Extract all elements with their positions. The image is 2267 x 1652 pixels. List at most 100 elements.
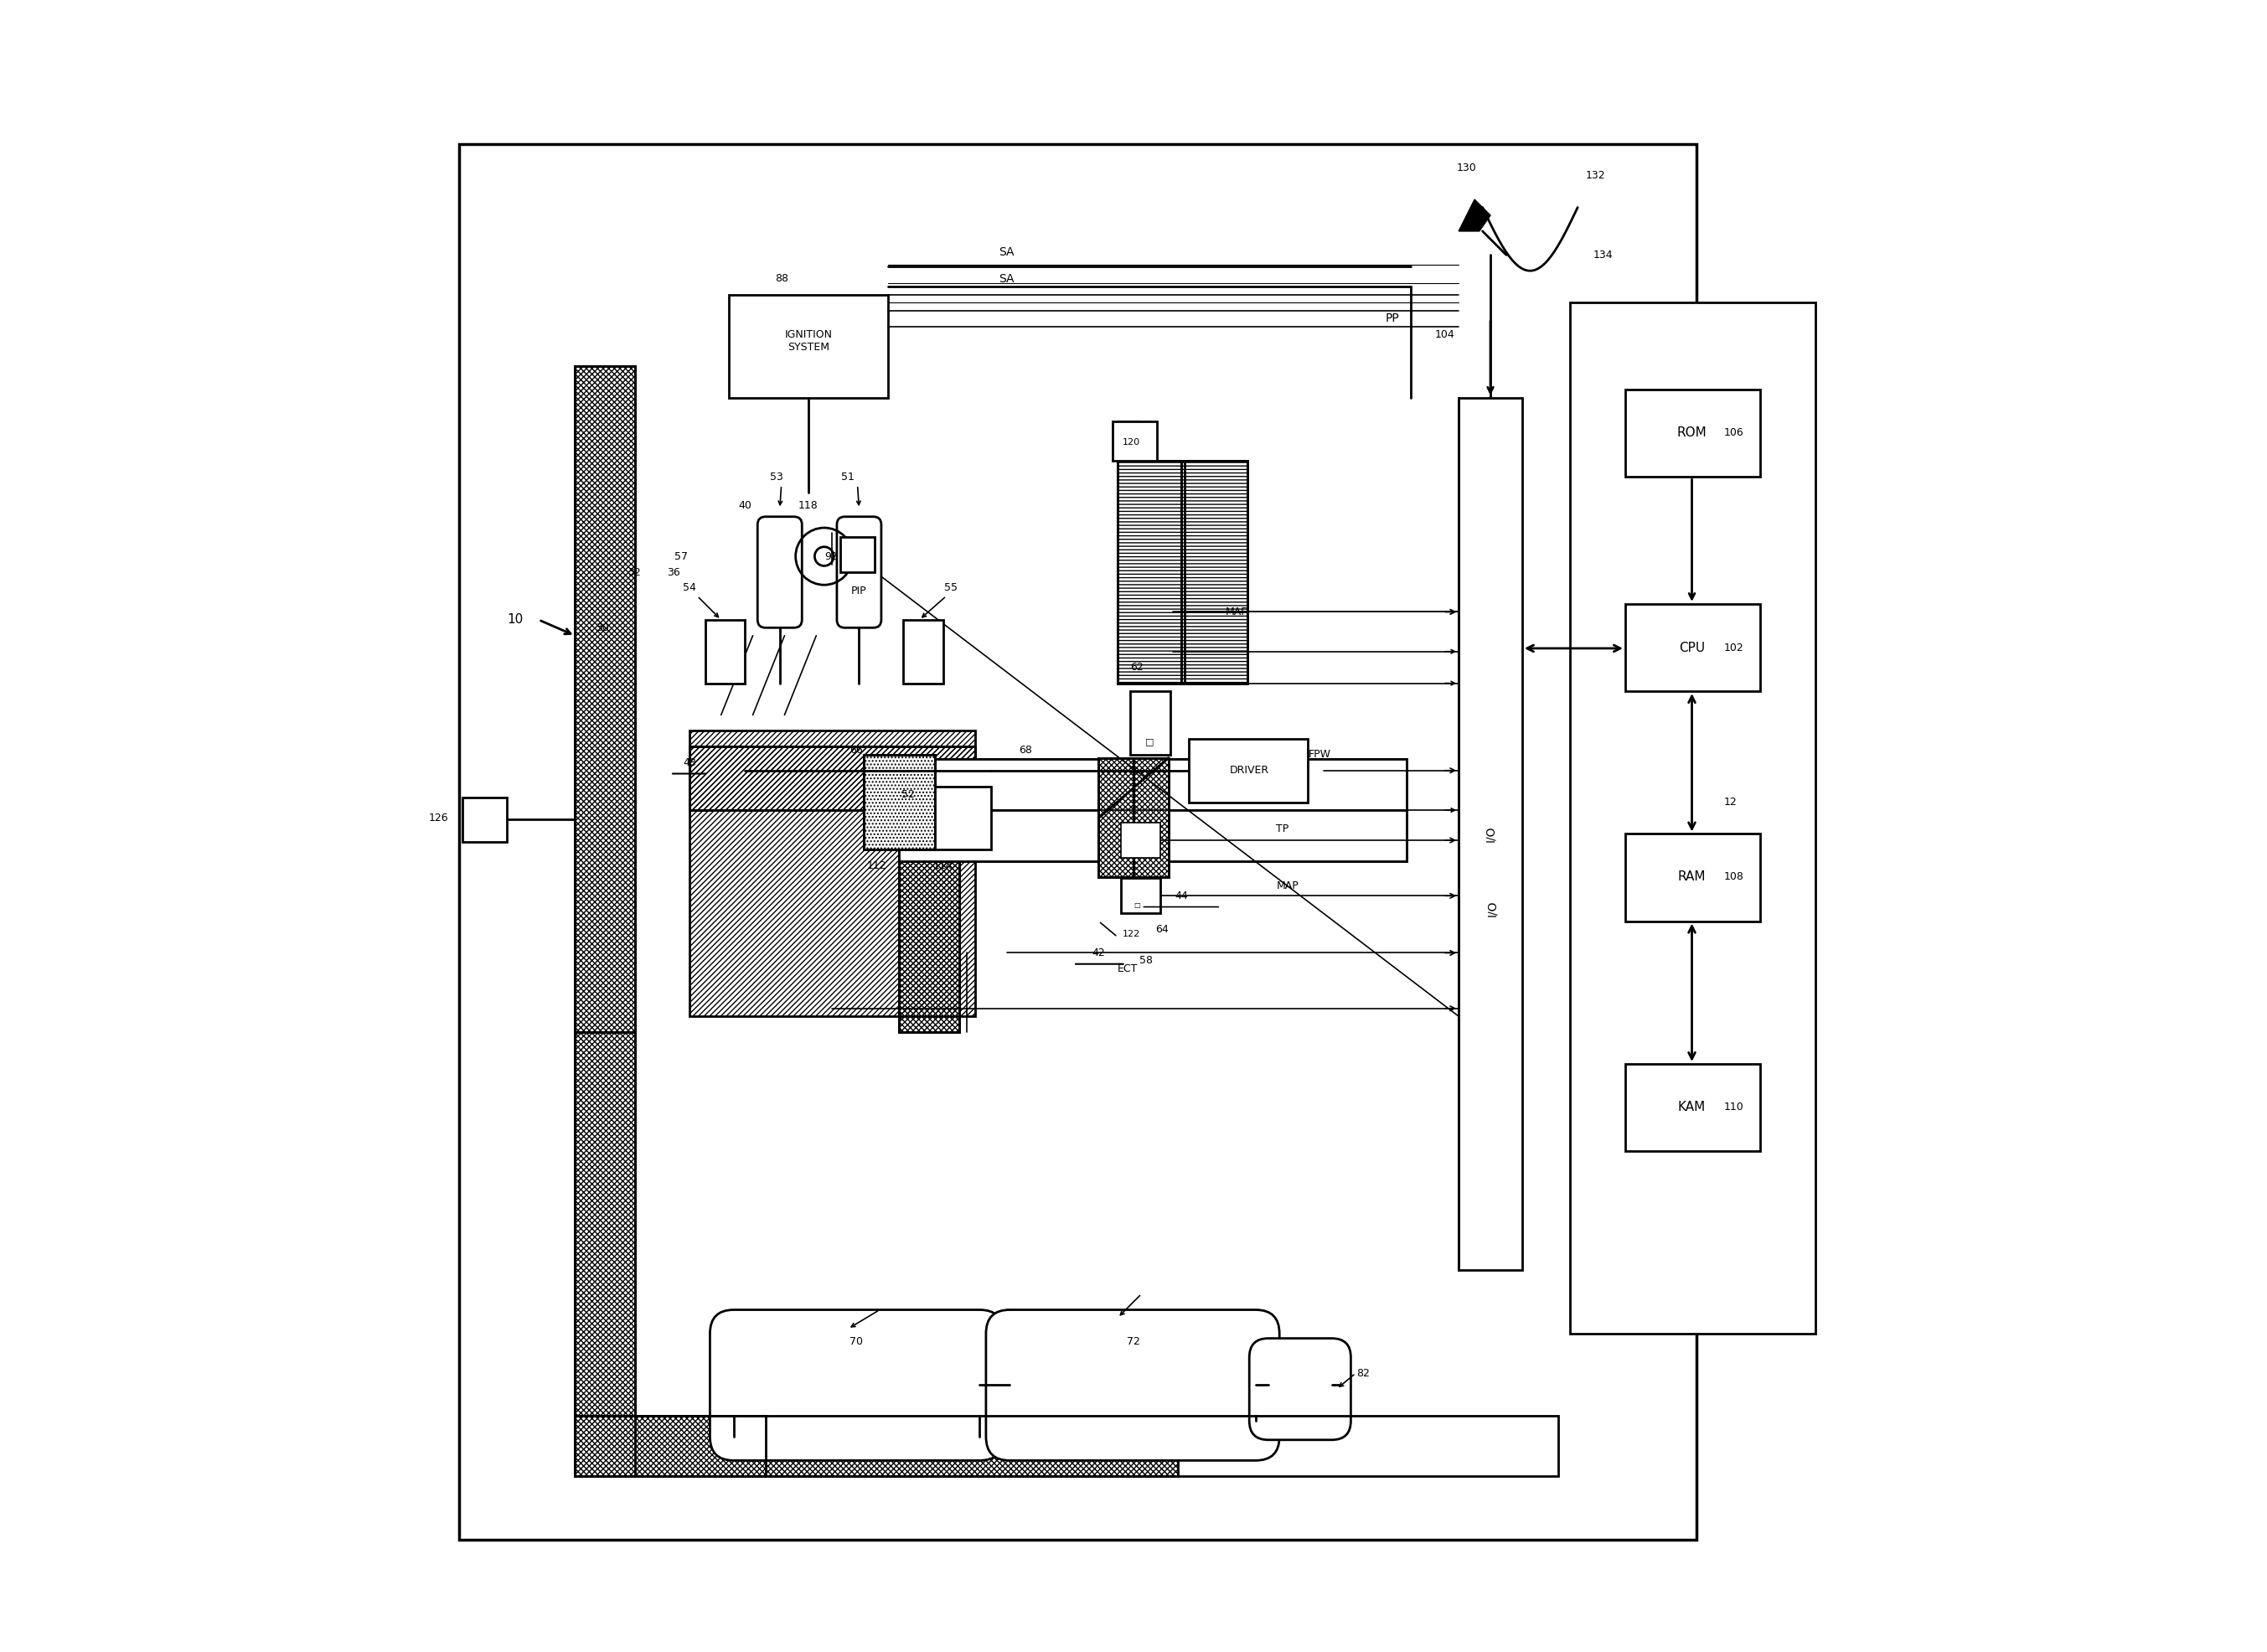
- Bar: [1118, 461, 1183, 684]
- Bar: [898, 809, 1406, 861]
- Text: □: □: [1145, 738, 1154, 747]
- Bar: [1134, 758, 1168, 877]
- Text: MAF: MAF: [1226, 606, 1247, 618]
- Bar: [898, 760, 1406, 809]
- Text: 68: 68: [1018, 745, 1031, 755]
- Text: 72: 72: [1127, 1336, 1140, 1346]
- Text: 134: 134: [1594, 249, 1614, 261]
- Text: ECT: ECT: [1118, 963, 1138, 975]
- Bar: [1120, 823, 1161, 857]
- Text: 82: 82: [1358, 1368, 1369, 1379]
- FancyBboxPatch shape: [1249, 1338, 1351, 1441]
- Text: 44: 44: [1174, 890, 1188, 902]
- Bar: [1099, 758, 1134, 877]
- Bar: [1118, 461, 1183, 684]
- Text: MAP: MAP: [1276, 881, 1299, 892]
- Bar: [1113, 421, 1156, 461]
- Text: TP: TP: [1276, 824, 1290, 834]
- Text: 51: 51: [841, 471, 855, 482]
- Text: I/O: I/O: [1487, 900, 1498, 917]
- Text: 53: 53: [771, 471, 782, 482]
- Bar: [689, 730, 975, 1016]
- Text: 102: 102: [1723, 643, 1743, 654]
- Text: IGNITION
SYSTEM: IGNITION SYSTEM: [784, 329, 832, 352]
- Bar: [841, 537, 875, 572]
- Text: 48: 48: [682, 757, 696, 768]
- Bar: [460, 144, 1696, 1540]
- Bar: [1181, 461, 1247, 684]
- Bar: [1099, 758, 1134, 877]
- Text: 112: 112: [866, 861, 886, 871]
- Bar: [576, 1416, 1560, 1477]
- Text: 130: 130: [1458, 162, 1476, 173]
- Text: 106: 106: [1723, 428, 1743, 438]
- Bar: [905, 620, 943, 684]
- Bar: [1131, 691, 1170, 755]
- Bar: [1188, 738, 1308, 803]
- Text: 104: 104: [1435, 329, 1455, 340]
- Polygon shape: [1458, 200, 1489, 231]
- Text: 30: 30: [596, 623, 610, 633]
- Text: 12: 12: [1723, 796, 1737, 808]
- Bar: [576, 367, 635, 1032]
- Bar: [864, 755, 936, 849]
- Text: RAM: RAM: [1678, 871, 1705, 884]
- Text: 58: 58: [1140, 955, 1154, 966]
- Bar: [1181, 461, 1247, 684]
- Text: 110: 110: [1723, 1102, 1743, 1112]
- Text: 108: 108: [1723, 871, 1743, 882]
- Bar: [898, 760, 1406, 809]
- FancyBboxPatch shape: [986, 1310, 1279, 1460]
- Text: 42: 42: [1093, 948, 1106, 958]
- Bar: [898, 795, 959, 1032]
- Text: PP: PP: [1385, 312, 1399, 324]
- Text: 88: 88: [775, 273, 789, 284]
- Bar: [1625, 605, 1759, 691]
- Bar: [1120, 879, 1161, 914]
- Bar: [576, 1032, 635, 1477]
- Text: 92: 92: [825, 550, 837, 562]
- Bar: [689, 747, 975, 809]
- Text: SA: SA: [1000, 246, 1013, 258]
- Text: 52: 52: [902, 790, 916, 800]
- Text: 32: 32: [628, 567, 639, 578]
- Text: ROM: ROM: [1678, 426, 1707, 439]
- Bar: [1569, 302, 1816, 1333]
- Text: 120: 120: [1122, 438, 1140, 446]
- Bar: [730, 294, 889, 398]
- Text: □: □: [1134, 902, 1140, 909]
- Text: 55: 55: [945, 583, 957, 593]
- Text: 66: 66: [850, 745, 861, 755]
- Text: I/O: I/O: [1485, 826, 1496, 843]
- Bar: [1625, 1064, 1759, 1151]
- Bar: [1625, 390, 1759, 477]
- Bar: [936, 786, 991, 849]
- Text: 10: 10: [508, 613, 524, 626]
- Bar: [576, 1416, 766, 1477]
- Bar: [576, 367, 635, 1032]
- Text: FPW: FPW: [1308, 748, 1331, 760]
- Text: PIP: PIP: [850, 586, 866, 596]
- Bar: [864, 755, 936, 849]
- Text: CPU: CPU: [1680, 643, 1705, 654]
- Bar: [576, 1416, 1179, 1477]
- Bar: [705, 620, 746, 684]
- Bar: [576, 1032, 635, 1477]
- Text: 62: 62: [1131, 662, 1143, 672]
- Text: 122: 122: [1122, 930, 1140, 938]
- Bar: [576, 1416, 766, 1477]
- FancyBboxPatch shape: [757, 517, 803, 628]
- Bar: [1625, 834, 1759, 922]
- Text: 64: 64: [1156, 923, 1170, 935]
- Bar: [1458, 398, 1521, 1270]
- Text: 54: 54: [682, 583, 696, 593]
- Text: 40: 40: [739, 501, 750, 510]
- Text: DRIVER: DRIVER: [1229, 765, 1270, 776]
- Text: 57: 57: [676, 550, 689, 562]
- Bar: [689, 747, 975, 809]
- Text: 70: 70: [850, 1336, 864, 1346]
- Text: 114: 114: [934, 861, 952, 871]
- Text: 126: 126: [428, 813, 449, 823]
- Text: KAM: KAM: [1678, 1100, 1705, 1113]
- Bar: [462, 798, 508, 843]
